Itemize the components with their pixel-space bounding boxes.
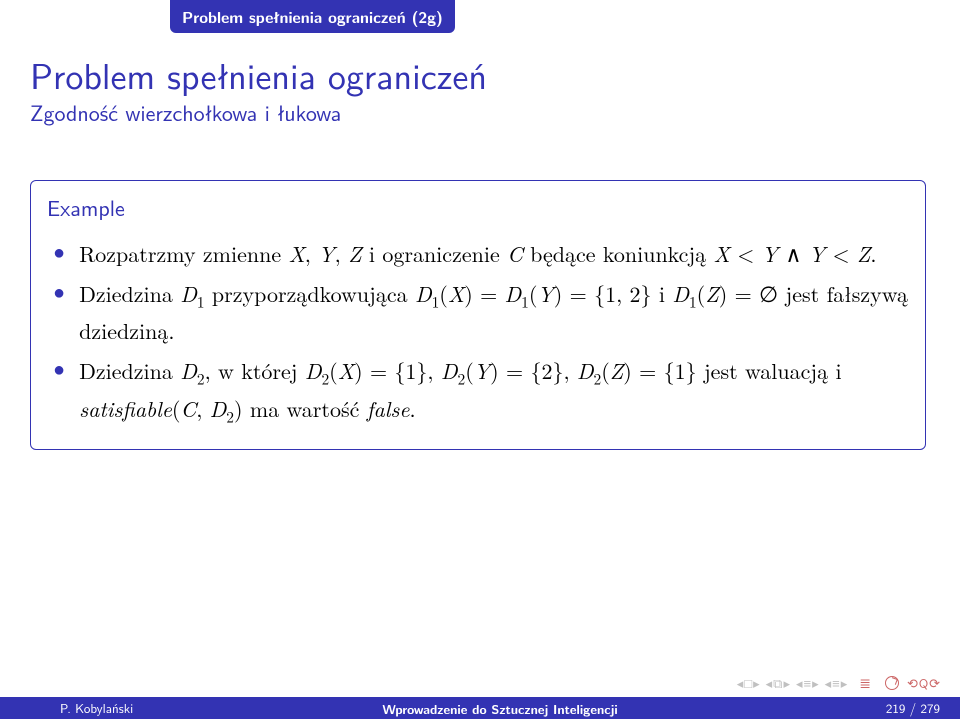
frame-subtitle: Zgodność wierzchołkowa i łukowa: [30, 96, 341, 128]
nav-subsection-back[interactable]: ◂≡▸: [825, 674, 848, 693]
nav-section-back[interactable]: ◂≡▸: [796, 674, 819, 693]
nav-appendix-icon[interactable]: ≣: [859, 673, 871, 693]
item-text: Dziedzina D1 przyporządkowująca D1(X) = …: [79, 277, 909, 348]
list-item: ● Dziedzina D2, w której D2(X) = {1}, D2…: [47, 354, 909, 429]
list-item: ● Dziedzina D1 przyporządkowująca D1(X) …: [47, 277, 909, 348]
section-header-tab: Problem spełnienia ograniczeń (2g): [170, 0, 455, 33]
item-text: Rozpatrzmy zmienne X, Y, Z i ograniczeni…: [79, 237, 909, 271]
footer-title: Wprowadzenie do Sztucznej Inteligencji: [353, 699, 646, 718]
bullet-icon: ●: [53, 237, 65, 271]
example-block: Example ● Rozpatrzmy zmienne X, Y, Z i o…: [30, 180, 926, 450]
bullet-icon: ●: [53, 277, 65, 348]
frame-title: Problem spełnienia ograniczeń: [30, 48, 487, 101]
nav-frame-back[interactable]: ◂⧉▸: [766, 674, 790, 693]
nav-slide-back[interactable]: ◂□▸: [737, 674, 760, 693]
footer-page: 219 / 279: [647, 699, 960, 718]
footer-author: P. Kobylański: [0, 699, 353, 718]
item-text: Dziedzina D2, w której D2(X) = {1}, D2(Y…: [79, 354, 909, 429]
beamer-nav-controls: ◂□▸ ◂⧉▸ ◂≡▸ ◂≡▸ ≣ ⟲ Q ⟳: [737, 673, 940, 693]
bullet-icon: ●: [53, 354, 65, 429]
nav-search-icon[interactable]: [885, 676, 899, 690]
list-item: ● Rozpatrzmy zmienne X, Y, Z i ogranicze…: [47, 237, 909, 271]
example-heading: Example: [31, 181, 925, 227]
nav-refresh-icon[interactable]: ⟲ Q ⟳: [907, 674, 940, 693]
footer-bar: P. Kobylański Wprowadzenie do Sztucznej …: [0, 697, 960, 719]
example-body: ● Rozpatrzmy zmienne X, Y, Z i ogranicze…: [31, 227, 925, 449]
